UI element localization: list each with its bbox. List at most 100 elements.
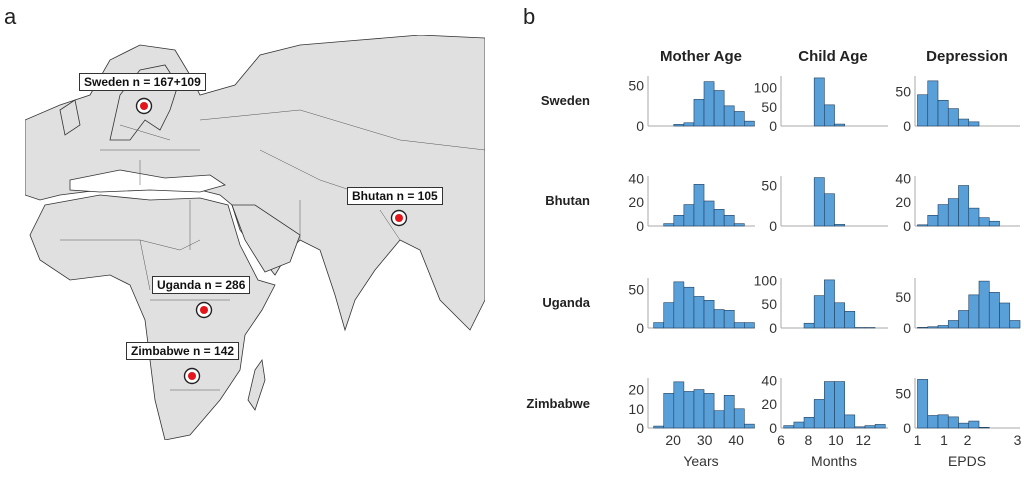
y-tick-label: 50 <box>895 83 911 99</box>
x-tick-label: 1 <box>914 432 922 448</box>
histogram-bar <box>723 214 735 227</box>
histogram-bar <box>917 224 929 227</box>
histogram-bar <box>683 286 695 329</box>
histogram-bar <box>958 422 970 429</box>
histogram-bar <box>947 416 959 429</box>
panel-label-a: a <box>4 4 17 29</box>
column-title-mother-age: Mother Age <box>660 48 742 65</box>
histogram-panel-uganda-1: 0 50 100 <box>754 272 888 336</box>
histogram-panel-uganda-0: 0 50 <box>628 278 755 336</box>
histogram-bar <box>703 81 715 127</box>
y-tick-label: 0 <box>769 118 777 134</box>
histogram-bar <box>683 122 695 127</box>
histogram-bar <box>713 209 725 227</box>
histogram-bar <box>958 310 970 329</box>
histogram-bar <box>854 426 866 429</box>
panel-label-b: b <box>523 4 536 29</box>
uk <box>59 99 81 136</box>
map-label-bhutan: Bhutan n = 105 <box>347 187 443 205</box>
histogram-bar <box>733 322 745 329</box>
y-tick-label: 0 <box>636 320 644 336</box>
histogram-bar <box>713 410 725 429</box>
histogram-bar <box>927 80 939 127</box>
histogram-bar <box>978 217 990 227</box>
histogram-panel-bhutan-0: 0 20 40 <box>628 170 755 234</box>
histogram-bar <box>683 391 695 429</box>
histogram-bar <box>937 414 949 429</box>
y-tick-label: 40 <box>628 170 644 186</box>
histogram-bar <box>813 177 825 227</box>
x-tick-label: 6 <box>777 432 785 448</box>
histogram-bar <box>703 200 715 227</box>
histogram-bar <box>968 121 980 127</box>
histogram-bar <box>834 302 845 329</box>
histogram-bar <box>663 223 675 227</box>
histogram-bar <box>723 105 735 127</box>
site-marker-dot <box>200 306 208 314</box>
histogram-bar <box>653 322 665 329</box>
y-tick-label: 100 <box>754 272 778 288</box>
histogram-bar <box>813 295 825 329</box>
y-tick-label: 50 <box>895 385 911 401</box>
histogram-bar <box>937 325 949 329</box>
x-tick-label: 8 <box>805 432 813 448</box>
histogram-bar <box>713 309 725 329</box>
y-tick-label: 20 <box>628 382 644 398</box>
histogram-bar <box>824 279 835 329</box>
histogram-bar <box>958 118 970 127</box>
histogram-bar <box>1009 320 1021 329</box>
x-tick-label: 20 <box>665 432 681 448</box>
histogram-bar <box>844 414 856 429</box>
histogram-bar <box>947 320 959 329</box>
y-tick-label: 10 <box>628 401 644 417</box>
histogram-bar <box>937 204 949 227</box>
x-tick-label: 10 <box>828 432 844 448</box>
histogram-bar <box>733 223 745 227</box>
y-tick-label: 0 <box>903 118 911 134</box>
map-label-sweden: Sweden n = 167+109 <box>79 73 206 91</box>
mediterranean <box>69 169 226 193</box>
y-tick-label: 50 <box>761 296 777 312</box>
histogram-bar <box>937 100 949 127</box>
histogram-panel-sweden-1: 0 50 100 <box>754 76 888 134</box>
y-tick-label: 40 <box>761 372 777 388</box>
histogram-bar <box>874 424 886 429</box>
histogram-bar <box>723 310 735 329</box>
histogram-bar <box>743 322 755 329</box>
y-tick-label: 0 <box>903 420 911 436</box>
histogram-panel-bhutan-1: 0 50 <box>761 176 888 234</box>
histogram-bar <box>917 327 929 329</box>
histogram-bar <box>673 381 685 429</box>
histogram-bar <box>693 389 705 429</box>
y-tick-label: 20 <box>761 396 777 412</box>
histogram-bar <box>988 220 1000 227</box>
histogram-bar <box>693 184 705 227</box>
histogram-bar <box>703 393 715 429</box>
histogram-bar <box>917 94 929 127</box>
histogram-bar <box>673 281 685 329</box>
row-label-bhutan: Bhutan <box>545 193 590 208</box>
x-tick-label: 12 <box>856 432 872 448</box>
y-tick-label: 50 <box>895 289 911 305</box>
site-marker-dot <box>140 102 148 110</box>
histogram-bar <box>844 311 856 329</box>
y-tick-label: 0 <box>636 218 644 234</box>
histogram-bar <box>793 421 805 429</box>
site-marker-dot <box>188 372 196 380</box>
row-label-uganda: Uganda <box>542 295 590 310</box>
histogram-bar <box>824 193 835 227</box>
site-marker-dot <box>395 214 403 222</box>
madagascar <box>247 358 266 411</box>
histogram-bar <box>713 90 725 127</box>
x-label-years: Years <box>683 453 719 469</box>
histogram-bar <box>663 302 675 329</box>
histogram-bar <box>947 198 959 227</box>
y-tick-label: 0 <box>769 420 777 436</box>
y-tick-label: 100 <box>754 80 778 96</box>
histogram-bar <box>927 415 939 429</box>
y-tick-label: 0 <box>903 320 911 336</box>
row-label-sweden: Sweden <box>540 93 590 108</box>
histogram-bar <box>673 214 685 227</box>
histogram-bar <box>988 292 1000 329</box>
